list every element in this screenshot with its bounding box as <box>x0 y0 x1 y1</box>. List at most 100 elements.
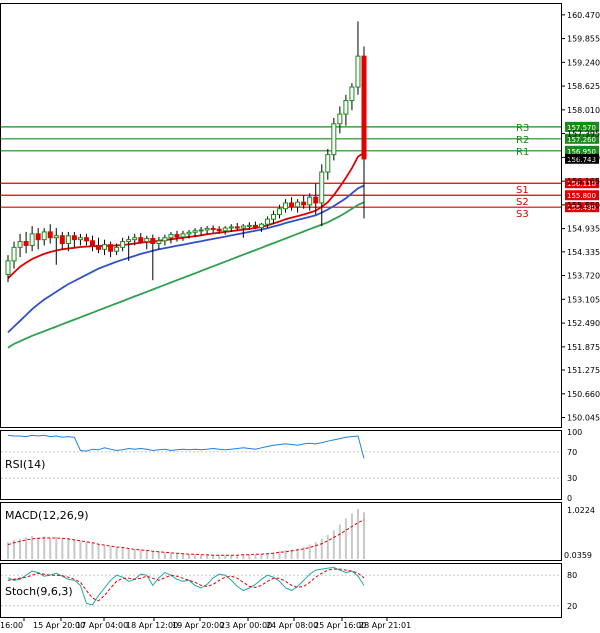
candle-body <box>337 113 343 125</box>
rsi-tick-label: 70 <box>567 448 577 457</box>
candle-body <box>264 218 270 225</box>
candle-body <box>186 231 192 235</box>
candle-body <box>83 237 89 242</box>
candle-body <box>108 244 114 252</box>
candle-body <box>29 233 35 246</box>
candle-body <box>156 240 162 245</box>
candle-body <box>198 229 204 232</box>
price-tick-label: 151.275 <box>567 366 600 375</box>
level-tag-r3: 157.570 <box>567 124 596 132</box>
candle-body <box>126 239 132 243</box>
price-tick-label: 157.395 <box>567 130 600 139</box>
candle-body <box>246 224 252 227</box>
time-tick-label: 15 Apr 20:00 <box>33 621 85 630</box>
candle-body <box>240 225 246 229</box>
stoch-signal-line <box>7 568 365 602</box>
candle-body <box>234 226 240 229</box>
price-tick-label: 156.780 <box>567 153 600 162</box>
candle-body <box>77 237 83 241</box>
candle-body <box>355 55 361 88</box>
candle-body <box>47 231 53 239</box>
rsi-title: RSI(14) <box>5 458 45 471</box>
time-tick-label: 18 Apr 12:00 <box>126 621 178 630</box>
candle-body <box>343 100 349 115</box>
stoch-main-line <box>7 566 365 606</box>
price-tick-label: 154.335 <box>567 248 600 257</box>
price-tick-label: 154.935 <box>567 225 600 234</box>
price-panel-frame <box>0 3 562 428</box>
level-tag-bg <box>565 190 599 201</box>
price-tick-label: 158.010 <box>567 106 600 115</box>
candle-body <box>17 241 23 248</box>
candle-body <box>65 235 71 245</box>
price-tick-label: 156.165 <box>567 177 600 186</box>
stoch-panel-frame <box>0 563 562 618</box>
candle-body <box>150 237 156 245</box>
candle-body <box>5 260 11 275</box>
level-tag-s2: 155.800 <box>567 192 596 200</box>
price-tick-label: 152.490 <box>567 319 600 328</box>
macd-tick-label: 1.0224 <box>567 506 595 515</box>
candle-body <box>270 214 276 220</box>
candle-body <box>313 196 319 204</box>
stoch-tick-label: 80 <box>567 571 577 580</box>
macd-signal-line <box>7 519 365 556</box>
price-tick-label: 159.240 <box>567 58 600 67</box>
level-tag-bg <box>565 178 599 189</box>
level-name-r3: R3 <box>516 123 529 134</box>
level-tag-r2: 157.260 <box>567 136 596 144</box>
candle-body <box>114 246 120 252</box>
level-tag-bg <box>565 202 599 213</box>
macd-panel[interactable]: MACD(12,26,9) 1.0224 0.0359 <box>0 502 596 561</box>
candle-body <box>180 233 186 238</box>
rsi-panel-frame <box>0 430 562 500</box>
candle-body <box>120 241 126 248</box>
stoch-panel[interactable]: Stoch(9,6,3) 80 20 <box>0 563 578 618</box>
price-tick-label: 158.625 <box>567 82 600 91</box>
level-name-s2: S2 <box>516 197 529 208</box>
candle-body <box>295 201 301 208</box>
time-tick-label: 24 Apr 08:00 <box>266 621 318 630</box>
level-tag-r1: 156.950 <box>567 148 596 156</box>
candle-body <box>102 244 108 250</box>
price-tick-label: 150.045 <box>567 414 600 423</box>
candle-body <box>96 244 102 250</box>
rsi-panel[interactable]: RSI(14) 100 70 30 0 <box>0 428 583 503</box>
current-price-tag-bg <box>565 153 599 164</box>
candle-body <box>35 233 41 241</box>
level-tag-s3: 155.490 <box>567 204 596 212</box>
level-name-r1: R1 <box>516 147 529 158</box>
candle-body <box>283 202 289 210</box>
level-name-s3: S3 <box>516 209 529 220</box>
candle-body <box>138 237 144 243</box>
candle-body <box>11 246 17 262</box>
candle-body <box>252 224 258 229</box>
time-tick-label: 17 Apr 04:00 <box>76 621 128 630</box>
price-tick-label: 155.550 <box>567 201 600 210</box>
stoch-title: Stoch(9,6,3) <box>5 585 73 598</box>
candle-body <box>258 223 264 229</box>
price-tick-label: 153.720 <box>567 272 600 281</box>
ma-blue-line <box>7 184 365 334</box>
rsi-tick-label: 100 <box>567 428 582 437</box>
level-name-r2: R2 <box>516 135 529 146</box>
candle-body <box>89 240 95 246</box>
time-tick-label: 28 Apr 21:01 <box>359 621 411 630</box>
candle-body <box>277 208 283 216</box>
macd-panel-frame <box>0 502 562 561</box>
candle-body <box>174 234 180 238</box>
candle-body <box>307 196 313 206</box>
rsi-line <box>7 434 365 459</box>
rsi-tick-label: 0 <box>567 494 572 503</box>
level-tag-s1: 156.110 <box>567 180 596 188</box>
candle-body <box>228 226 234 229</box>
level-name-s1: S1 <box>516 185 529 196</box>
candle-body <box>361 55 367 160</box>
price-panel[interactable]: R3 157.570 R2 157.260 R1 156.950 S1 156.110 S2 15… <box>0 3 600 428</box>
candle-body <box>168 234 174 239</box>
candle-body <box>59 235 65 245</box>
price-tick-label: 151.875 <box>567 343 600 352</box>
stoch-tick-label: 20 <box>567 602 577 611</box>
